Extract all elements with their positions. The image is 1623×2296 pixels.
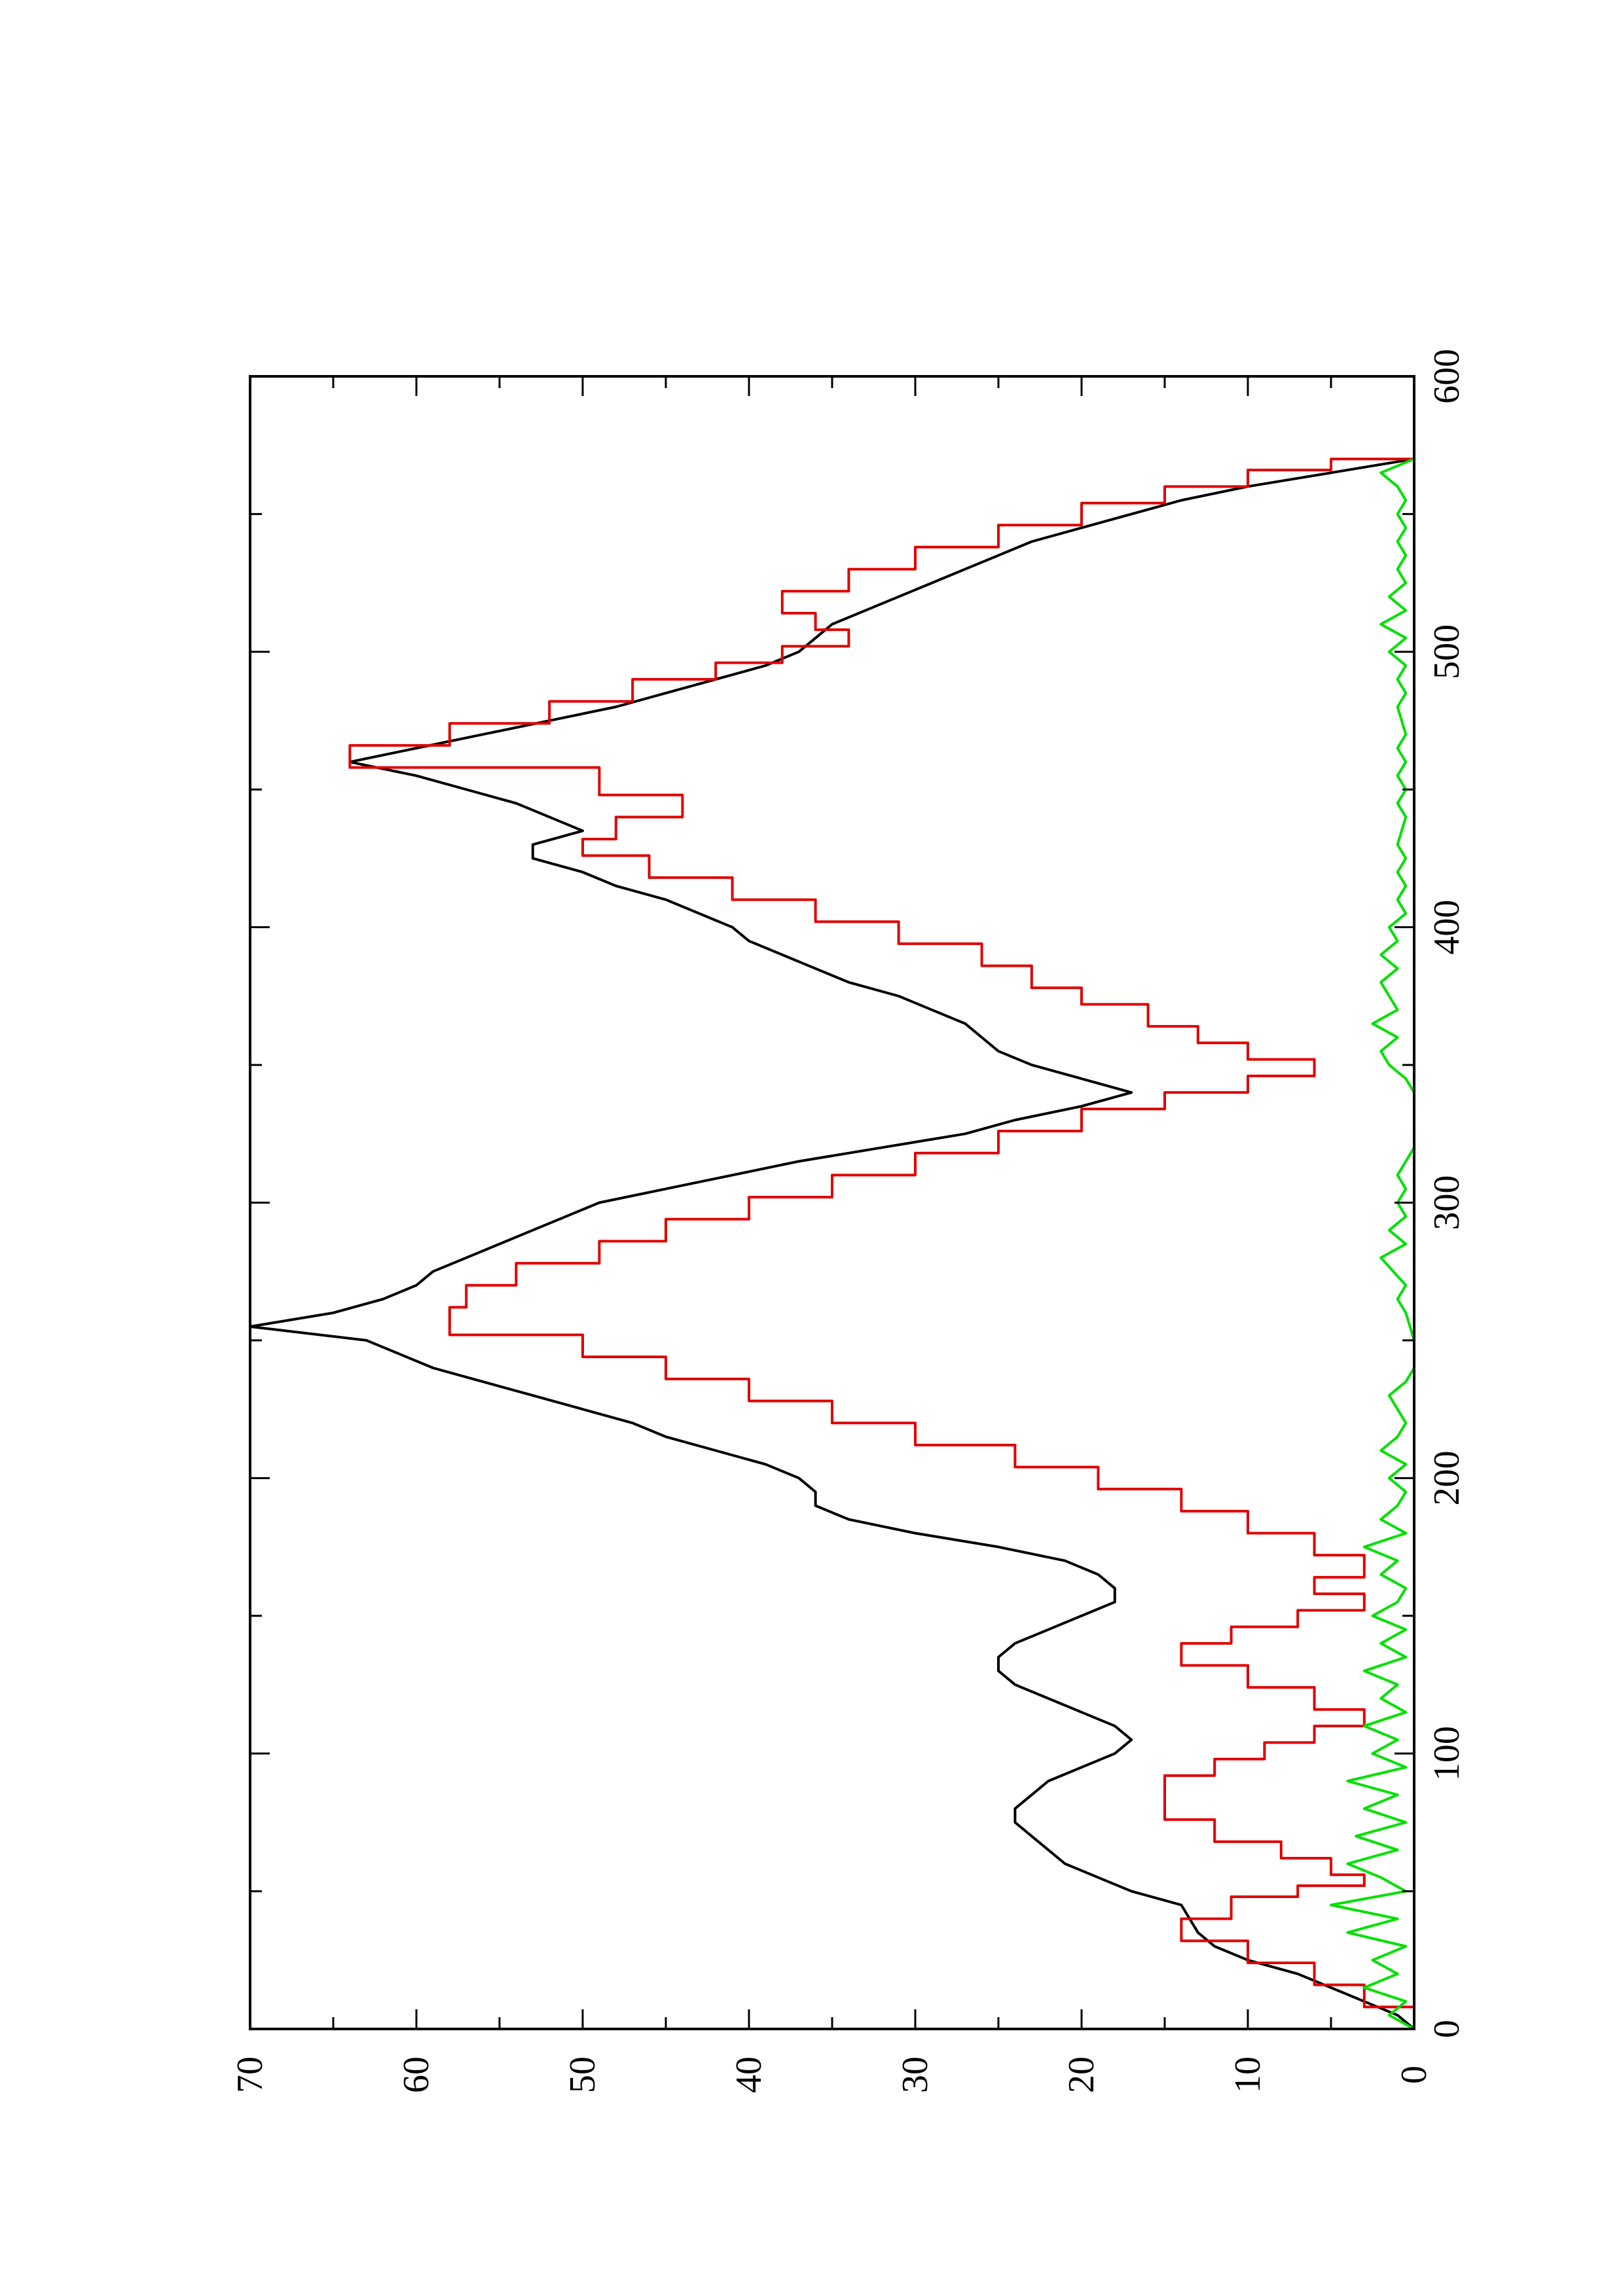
y-tick-label: 10 xyxy=(1228,2056,1268,2093)
y-tick-label: 30 xyxy=(895,2056,936,2093)
y-tick-label: 40 xyxy=(729,2056,769,2093)
y-tick-label: 20 xyxy=(1061,2056,1102,2093)
axis-tick-labels: 0 100 200 300 400 500 600 0 10 20 30 40 50 60 70 xyxy=(230,349,1467,2093)
x-tick-label: 400 xyxy=(1427,900,1467,955)
x-tick-label: 0 xyxy=(1427,2020,1467,2038)
series-1-line xyxy=(249,457,1415,2030)
y-tick-label: 0 xyxy=(1394,2066,1434,2084)
x-tick-label: 200 xyxy=(1427,1450,1467,1505)
x-tick-label: 300 xyxy=(1427,1175,1467,1230)
series-2-line xyxy=(348,457,1415,2029)
x-tick-label: 600 xyxy=(1427,349,1467,404)
plot-content xyxy=(249,457,1415,2030)
y-tick-label: 60 xyxy=(396,2056,437,2093)
y-tick-label: 70 xyxy=(230,2056,270,2093)
x-tick-label: 500 xyxy=(1427,624,1467,679)
x-tick-label: 100 xyxy=(1427,1726,1467,1781)
series-3-line xyxy=(1330,457,1415,2030)
plot-frame xyxy=(249,375,1415,2030)
y-tick-label: 50 xyxy=(562,2056,603,2093)
